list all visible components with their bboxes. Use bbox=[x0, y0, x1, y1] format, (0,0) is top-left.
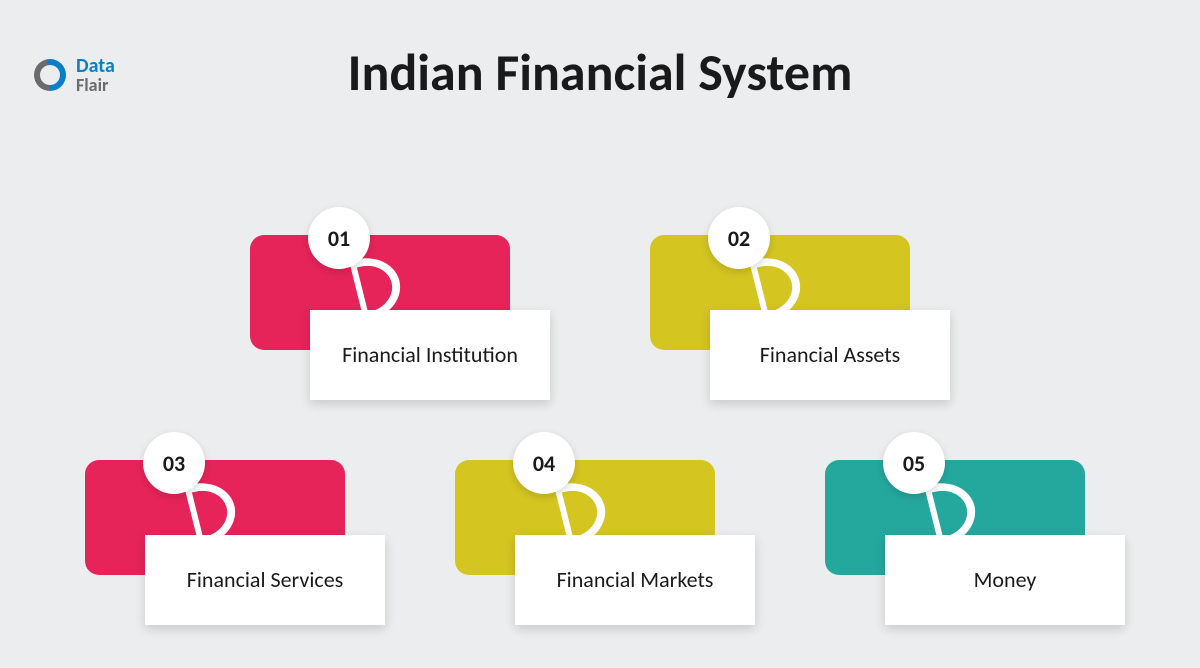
logo: Data Flair bbox=[30, 55, 115, 95]
card-number-badge: 04 bbox=[513, 432, 575, 494]
card-04: 04Financial Markets bbox=[455, 460, 755, 625]
card-03: 03Financial Services bbox=[85, 460, 385, 625]
logo-icon bbox=[30, 55, 70, 95]
card-number-badge: 01 bbox=[308, 207, 370, 269]
card-label: Money bbox=[885, 535, 1125, 625]
card-number-badge: 02 bbox=[708, 207, 770, 269]
page-title: Indian Financial System bbox=[0, 40, 1200, 104]
card-05: 05Money bbox=[825, 460, 1125, 625]
card-label: Financial Services bbox=[145, 535, 385, 625]
card-number-badge: 05 bbox=[883, 432, 945, 494]
card-01: 01Financial Institution bbox=[250, 235, 550, 400]
infographic-container: Data Flair Indian Financial System 01Fin… bbox=[0, 40, 1200, 668]
logo-bottom: Flair bbox=[76, 76, 115, 94]
logo-text: Data Flair bbox=[76, 56, 115, 94]
logo-top: Data bbox=[76, 56, 115, 76]
card-label: Financial Assets bbox=[710, 310, 950, 400]
card-number-badge: 03 bbox=[143, 432, 205, 494]
card-02: 02Financial Assets bbox=[650, 235, 950, 400]
card-label: Financial Institution bbox=[310, 310, 550, 400]
card-label: Financial Markets bbox=[515, 535, 755, 625]
